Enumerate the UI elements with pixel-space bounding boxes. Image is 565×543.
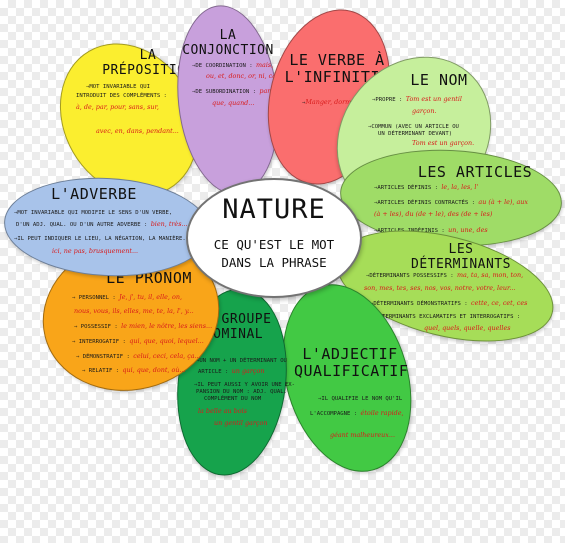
groupe-nominal-line-7: un gentil garçon [214, 419, 268, 427]
conjonction-line-2: ou, et, donc, or, ni, car [206, 72, 280, 80]
articles-line-3: (à + les), du (de + le), des (de + les) [374, 210, 493, 218]
determinants-line-1: ⇒DÉTERMINANTS POSSESSIFS : ma, ta, sa, m… [366, 271, 524, 280]
adjectif-line-2: L'ACCOMPAGNE : étoile rapide, [310, 409, 404, 418]
articles-line-1: ⇒ARTICLES DÉFINIS : le, la, les, l' [374, 183, 479, 192]
conjonction-line-3: ⇒DE SUBORDINATION : parce [192, 87, 278, 96]
conjonction-line-1: ⇒DE COORDINATION : mais, [192, 61, 274, 70]
articles-line-2: ⇒ARTICLES DÉFINIS CONTRACTÉS : au (à + l… [374, 198, 529, 207]
pronom-line-1: ⇒ PERSONNEL : Je, j', tu, il, elle, on, [72, 293, 182, 302]
petal-conjonction-title: LA CONJONCTION [182, 28, 274, 58]
adjectif-line-1: ⇒IL QUALIFIE LE NOM QU'IL [318, 396, 403, 402]
center-subtitle: CE QU'EST LE MOT DANS LA PHRASE [213, 237, 335, 270]
petal-verbe-title: LE VERBE À L'INFINITIF [284, 51, 390, 86]
nom-line-3: ⇒COMMUN (AVEC UN ARTICLE OU [368, 124, 459, 130]
pronom-line-2: nous, vous, ils, elles, me, te, la, l', … [74, 307, 194, 315]
petal-adjectif-title: L'ADJECTIF QUALIFICATIF [294, 345, 409, 380]
preposition-line-2: INTRODUIT DES COMPLÉMENTS : [76, 93, 167, 99]
groupe-nominal-line-4: PANSION DU NOM : ADJ. QUAL. [196, 389, 287, 395]
nom-line-2: garçon. [412, 107, 437, 115]
adverbe-line-4: ici, ne pas, brusquement... [52, 247, 139, 255]
groupe-nominal-line-3: ⇒IL PEUT AUSSI Y AVOIR UNE EX- [194, 382, 296, 388]
petal-determinants-title: LES DÉTERMINANTS [411, 242, 511, 272]
conjonction-line-4: que, quand... [212, 99, 255, 107]
pronom-line-6: ⇒ RELATIF : qui, que, dont, où... [82, 366, 186, 375]
pronom-line-3: ⇒ POSSESSIF : le mien, le nôtre, les sie… [74, 322, 213, 331]
nom-line-4: UN DÉTERMINANT DEVANT) [378, 131, 453, 137]
petal-nom-title: LE NOM [410, 71, 468, 89]
pronom-line-4: ⇒ INTERROGATIF : qui, que, quoi, lequel.… [72, 337, 204, 346]
nom-line-1: ⇒PROPRE : Tom est un gentil [372, 95, 462, 104]
groupe-nominal-line-1: ⇒UN NOM + UN DÉTERMINANT OU [196, 358, 287, 364]
groupe-nominal-line-2: ARTICLE : un garçon [198, 367, 265, 376]
determinants-line-2: son, mes, tes, ses, nos, vos, notre, vot… [364, 284, 516, 292]
center-title: NATURE [222, 194, 326, 225]
petal-preposition-title: LA PRÉPOSITION [102, 48, 194, 78]
groupe-nominal-line-5: COMPLÉMENT DU NOM [204, 396, 262, 402]
petal-adverbe-title: L'ADVERBE [51, 185, 137, 203]
preposition-line-3: à, de, par, pour, sans, sur, [76, 103, 159, 111]
petal-articles-title: LES ARTICLES [417, 163, 533, 181]
groupe-nominal-line-6: la belle au bois [198, 407, 247, 415]
nom-line-5: Tom est un garçon. [412, 139, 475, 147]
determinants-line-5: quel, quels, quelle, quelles [424, 324, 511, 332]
preposition-line-4: avec, en, dans, pendant... [96, 127, 179, 135]
center-disc: NATURE CE QU'EST LE MOT DANS LA PHRASE [186, 178, 362, 298]
adverbe-line-3: ⇒IL PEUT INDIQUER LE LIEU, LA NÉGATION, … [14, 236, 193, 242]
determinants-line-4: ⇒DÉTERMINANTS EXCLAMATIFS ET INTERROGATI… [372, 314, 521, 320]
determinants-line-3: ⇒DÉTERMINANTS DÉMONSTRATIFS : cette, ce,… [370, 299, 528, 308]
adverbe-line-2: D'UN ADJ. QUAL. OU D'UN AUTRE ADVERBE : … [16, 220, 188, 229]
adverbe-line-1: ⇒MOT INVARIABLE QUI MODIFIE LE SENS D'UN… [14, 210, 173, 216]
verbe-line-1: ⇒Manger, dormir... [302, 98, 362, 107]
pronom-line-5: ⇒ DÉMONSTRATIF : celui, ceci, cela, ça..… [76, 352, 201, 361]
preposition-line-1: ⇒MOT INVARIABLE QUI [86, 84, 150, 90]
adjectif-line-3: géant malheureux... [330, 431, 395, 439]
